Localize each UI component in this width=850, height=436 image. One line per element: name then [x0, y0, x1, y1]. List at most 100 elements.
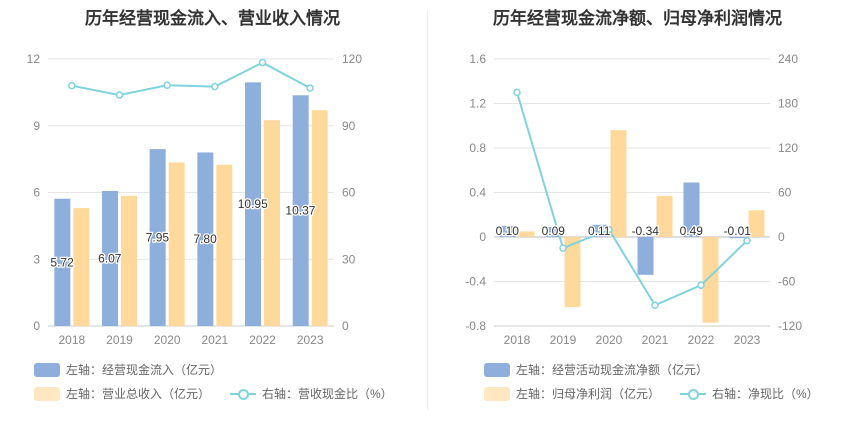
bar-secondary [264, 120, 280, 326]
bar-secondary [168, 162, 185, 326]
bar-secondary [656, 195, 673, 237]
chart-title: 历年经营现金流净额、归母净利润情况 [493, 9, 782, 28]
y-right-tick-label: 30 [342, 252, 356, 266]
chart-panel-left: 历年经营现金流入、营业收入情况 0 3 6 9 12 0 30 60 90 120 2018 2019… [27, 9, 393, 402]
legend-item-net-cash-ratio[interactable]: 右轴：净现比（%） [680, 385, 819, 402]
legend-line-swatch [680, 387, 707, 401]
ratio-point [306, 84, 314, 92]
y-right-tick-label: 0 [342, 319, 349, 333]
bar-primary [499, 225, 516, 237]
y-left-tick-label: 3 [33, 252, 40, 266]
bar-primary [197, 152, 214, 326]
chart-panel-right: 历年经营现金流净额、归母净利润情况 -0.8 -0.4 0 0.4 0.8 1.2 1.6-… [425, 0, 850, 436]
bar-data-label: 0.11 [588, 224, 611, 238]
legend-swatch [34, 362, 60, 377]
y-right-tick-label: -60 [778, 275, 796, 289]
legend-line-swatch [230, 387, 257, 401]
bar-secondary [73, 208, 90, 326]
bar-secondary [121, 195, 137, 326]
bar-primary [245, 82, 261, 326]
x-tick-label: 2019 [106, 333, 133, 347]
y-left-tick-label: -0.4 [465, 275, 486, 289]
legend-item-net-profit[interactable]: 左轴：归母净利润（亿元） [484, 385, 660, 402]
y-left-tick-label: 1.6 [469, 52, 486, 66]
y-right-tick-label: 60 [342, 186, 356, 200]
ratio-point [163, 81, 171, 90]
x-tick-label: 2019 [550, 333, 577, 347]
y-right-tick-label: -120 [778, 319, 802, 333]
bar-data-label: 5.72 [50, 255, 74, 269]
y-left-tick-label: 6 [33, 186, 40, 200]
bar-data-label: 7.80 [193, 232, 217, 246]
bar-secondary [748, 210, 765, 237]
bar-data-label: -0.34 [632, 224, 660, 238]
legend-item-cash-ratio[interactable]: 右轴：营收现金比（%） [230, 385, 393, 402]
legend-label: 左轴：经营活动现金流净额（亿元） [516, 363, 709, 377]
y-left-tick-label: 9 [33, 119, 40, 133]
x-tick-label: 2021 [642, 333, 669, 347]
ratio-point [258, 58, 267, 67]
bar-secondary [702, 237, 719, 323]
bar-data-label: 7.95 [146, 231, 170, 245]
x-tick-label: 2022 [688, 333, 715, 347]
ratio-line [71, 61, 311, 97]
ratio-point [559, 244, 567, 252]
ratio-point [697, 281, 705, 289]
bar-secondary [216, 164, 233, 326]
x-tick-label: 2023 [734, 333, 761, 347]
legend-item-cash-inflow[interactable]: 左轴：经营现金流入（亿元） [34, 361, 222, 378]
y-left-tick-label: -0.8 [465, 319, 486, 333]
bar-primary [729, 237, 746, 239]
bar-data-label: 10.37 [285, 204, 315, 218]
y-left-tick-label: 1.2 [469, 97, 486, 111]
x-tick-label: 2020 [154, 333, 181, 347]
x-tick-label: 2018 [58, 333, 85, 347]
legend-label: 右轴：营收现金比（%） [262, 387, 393, 401]
bar-data-label: 0.09 [542, 224, 566, 238]
ratio-point [211, 82, 219, 91]
y-right-tick-label: 60 [778, 186, 792, 200]
panel-divider [427, 10, 428, 410]
legend-label: 左轴：经营现金流入（亿元） [66, 363, 223, 377]
legend-item-net-cash-flow[interactable]: 左轴：经营活动现金流净额（亿元） [484, 361, 708, 378]
y-right-tick-label: 90 [342, 119, 356, 133]
bar-primary [54, 198, 71, 326]
bar-secondary [610, 130, 627, 237]
y-left-tick-label: 12 [27, 52, 41, 66]
x-tick-label: 2023 [297, 333, 324, 347]
y-right-tick-label: 120 [342, 52, 362, 66]
ratio-point [605, 225, 613, 234]
y-right-tick-label: 180 [778, 97, 798, 111]
bar-data-label: 6.07 [98, 251, 122, 265]
legend-swatch [484, 386, 510, 401]
bar-data-label: 10.95 [238, 197, 268, 211]
legend-swatch [484, 362, 510, 377]
y-left-tick-label: 0 [479, 230, 486, 244]
bar-primary [292, 95, 309, 326]
bar-primary [102, 190, 118, 326]
legend-label: 左轴：营业总收入（亿元） [66, 387, 211, 401]
y-right-tick-label: 240 [778, 52, 798, 66]
chart-title: 历年经营现金流入、营业收入情况 [85, 9, 340, 28]
ratio-point [68, 81, 76, 90]
legend-swatch [34, 386, 60, 401]
y-left-tick-label: 0 [33, 319, 40, 333]
ratio-point [651, 301, 659, 309]
bar-secondary [311, 110, 328, 326]
bar-data-label: 0.49 [680, 224, 704, 238]
legend-label: 右轴：净现比（%） [712, 387, 819, 401]
bar-secondary [564, 237, 581, 308]
x-tick-label: 2022 [249, 333, 276, 347]
x-tick-label: 2018 [504, 333, 531, 347]
bar-primary [591, 224, 608, 237]
legend-item-revenue[interactable]: 左轴：营业总收入（亿元） [34, 385, 210, 402]
bar-primary [545, 226, 562, 237]
x-tick-label: 2021 [201, 333, 228, 347]
bar-data-label: 0.10 [496, 224, 520, 238]
bar-primary [149, 149, 166, 326]
y-left-tick-label: 0.8 [469, 141, 486, 155]
ratio-line [516, 92, 748, 307]
bar-primary [637, 237, 654, 275]
ratio-point [115, 91, 124, 99]
